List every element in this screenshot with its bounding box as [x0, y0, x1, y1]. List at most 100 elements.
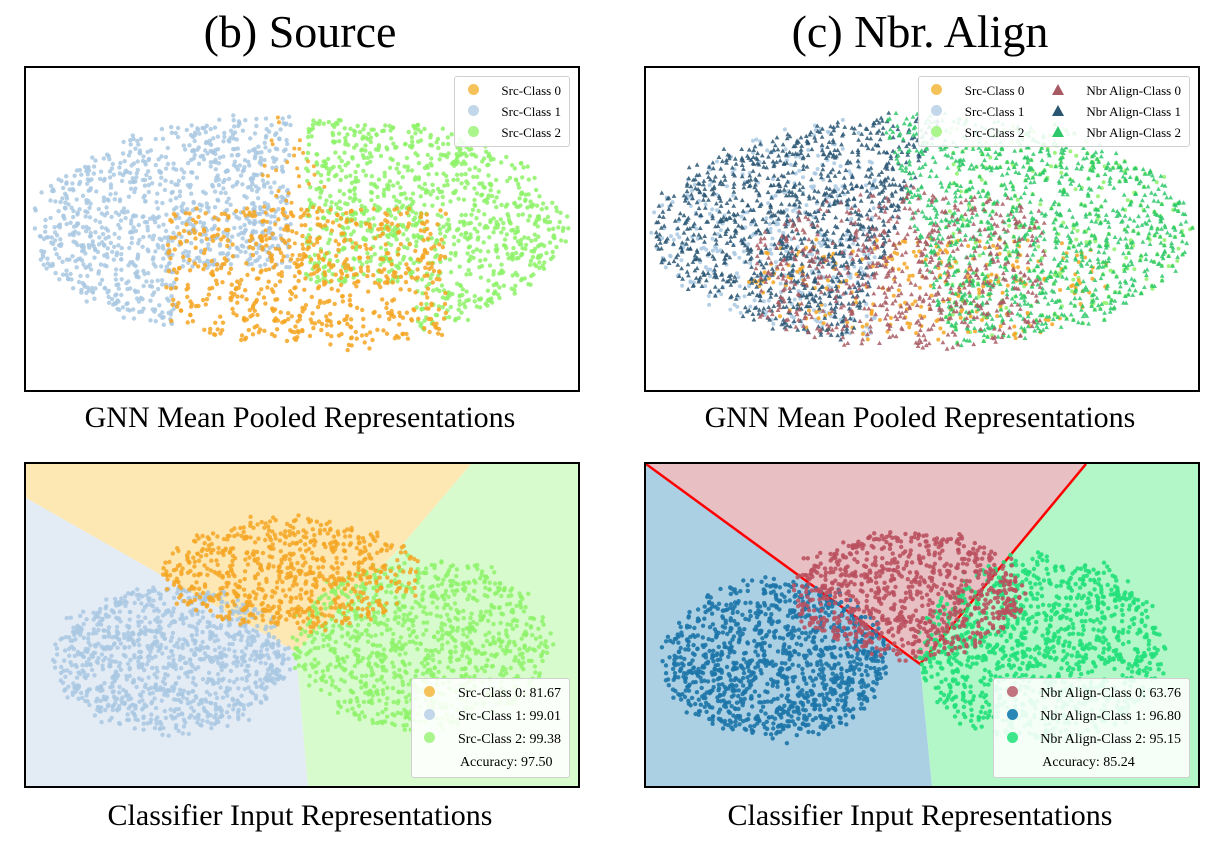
- point-nbr-class-1: [811, 278, 817, 284]
- point-src-class-2: [533, 187, 539, 193]
- point-src-class-1: [136, 222, 141, 228]
- point-nbr-class-1: [781, 174, 787, 179]
- point-src-class-2: [441, 153, 446, 158]
- point-nbr-class-2: [976, 145, 982, 150]
- point-src-class-1: [81, 262, 86, 267]
- point-src-class-0: [1016, 265, 1020, 270]
- point-nbr-class-1: [733, 161, 739, 166]
- point-nbr-class-1: [813, 138, 818, 143]
- point-src-class-1: [123, 215, 128, 221]
- point-src-class-2: [358, 223, 364, 229]
- point-src-class-1: [177, 215, 182, 221]
- point-nbr-class-1: [684, 181, 690, 186]
- point-nbr-class-1: [833, 314, 838, 319]
- point-nbr-class-1: [763, 219, 769, 224]
- point-src-class-0: [353, 329, 358, 335]
- point-src-class-2: [374, 132, 379, 137]
- point-nbr-class-2: [957, 163, 962, 168]
- point-src-class-1: [141, 306, 146, 311]
- point-src-class-2: [366, 131, 371, 136]
- point-nbr-class-1: [888, 153, 894, 158]
- point-src-class-1: [200, 125, 205, 131]
- point-src-class-1: [117, 307, 122, 312]
- point-src-class-1: [175, 225, 180, 230]
- point-nbr-class-1: [701, 182, 706, 187]
- point-src-class-1: [64, 221, 69, 227]
- point-src-class-2: [537, 260, 542, 265]
- point-nbr-class-1: [832, 147, 838, 152]
- point-src-class-1: [117, 226, 123, 231]
- point-src-class-2: [361, 127, 366, 132]
- point-src-class-0: [247, 238, 253, 243]
- point-src-class-0: [322, 270, 327, 275]
- point-src-class-0: [315, 304, 321, 310]
- point-nbr-class-1: [799, 261, 805, 266]
- point-src-class-1: [742, 294, 747, 299]
- point-src-class-2: [326, 177, 331, 182]
- point-src-class-0: [170, 302, 175, 307]
- point-nbr-class-1: [717, 195, 722, 200]
- point-src-class-1: [66, 277, 71, 282]
- point-src-class-1: [249, 187, 255, 193]
- point-src-class-0: [289, 212, 294, 217]
- point-src-class-2: [445, 141, 451, 147]
- point-nbr-class-1: [732, 217, 738, 222]
- point-src-class-0: [427, 329, 432, 335]
- point-nbr-class-1: [889, 191, 895, 196]
- point-src-class-2: [499, 160, 504, 165]
- point-src-class-2: [413, 131, 418, 136]
- point-nbr-class-1: [745, 245, 751, 250]
- point-src-class-1: [66, 202, 71, 207]
- point-src-class-1: [119, 292, 124, 298]
- point-nbr-class-1: [802, 285, 808, 290]
- point-src-class-2: [461, 197, 467, 202]
- point-nbr-class-1: [913, 118, 919, 124]
- point-src-class-1: [142, 271, 147, 277]
- point-src-class-2: [487, 263, 493, 268]
- point-src-class-1: [171, 280, 177, 285]
- point-nbr-class-1: [826, 251, 832, 256]
- point-src-class-1: [253, 220, 258, 225]
- point-src-class-0: [1014, 259, 1019, 264]
- point-src-class-0: [998, 304, 1003, 309]
- point-src-class-1: [221, 139, 226, 144]
- point-src-class-1: [169, 309, 174, 314]
- point-src-class-0: [243, 288, 248, 293]
- point-src-class-2: [357, 129, 363, 135]
- point-src-class-2: [444, 154, 450, 160]
- point-src-class-0: [164, 285, 169, 290]
- point-src-class-1: [86, 288, 92, 293]
- point-src-class-2: [305, 150, 311, 156]
- point-src-class-2: [339, 168, 344, 173]
- point-src-class-2: [1071, 277, 1076, 282]
- point-src-class-2: [308, 277, 313, 282]
- point-src-class-2: [357, 259, 362, 264]
- point-src-class-0: [292, 241, 297, 246]
- point-src-class-1: [783, 147, 788, 152]
- point-src-class-1: [146, 156, 152, 162]
- point-nbr-class-1: [675, 262, 681, 267]
- point-nbr-class-1: [803, 133, 809, 138]
- point-nbr-class-2: [988, 230, 994, 236]
- point-src-class-1: [135, 138, 140, 144]
- point-src-class-0: [324, 323, 329, 328]
- point-src-class-1: [148, 318, 153, 323]
- point-src-class-2: [471, 174, 476, 180]
- point-src-class-2: [331, 140, 337, 145]
- point-src-class-2: [321, 121, 326, 126]
- point-src-class-0: [914, 331, 919, 336]
- point-src-class-1: [97, 220, 103, 225]
- point-nbr-class-1: [869, 171, 875, 176]
- point-src-class-1: [695, 236, 700, 241]
- point-nbr-class-1: [833, 304, 839, 309]
- point-src-class-0: [176, 300, 181, 306]
- point-nbr-class-1: [813, 298, 818, 304]
- point-src-class-0: [256, 291, 261, 296]
- point-nbr-class-1: [795, 327, 801, 332]
- point-src-class-0: [227, 271, 232, 276]
- point-src-class-0: [174, 277, 179, 282]
- point-src-class-1: [209, 227, 214, 232]
- point-src-class-2: [502, 237, 508, 242]
- point-nbr-class-1: [657, 232, 663, 237]
- point-nbr-class-1: [905, 152, 911, 157]
